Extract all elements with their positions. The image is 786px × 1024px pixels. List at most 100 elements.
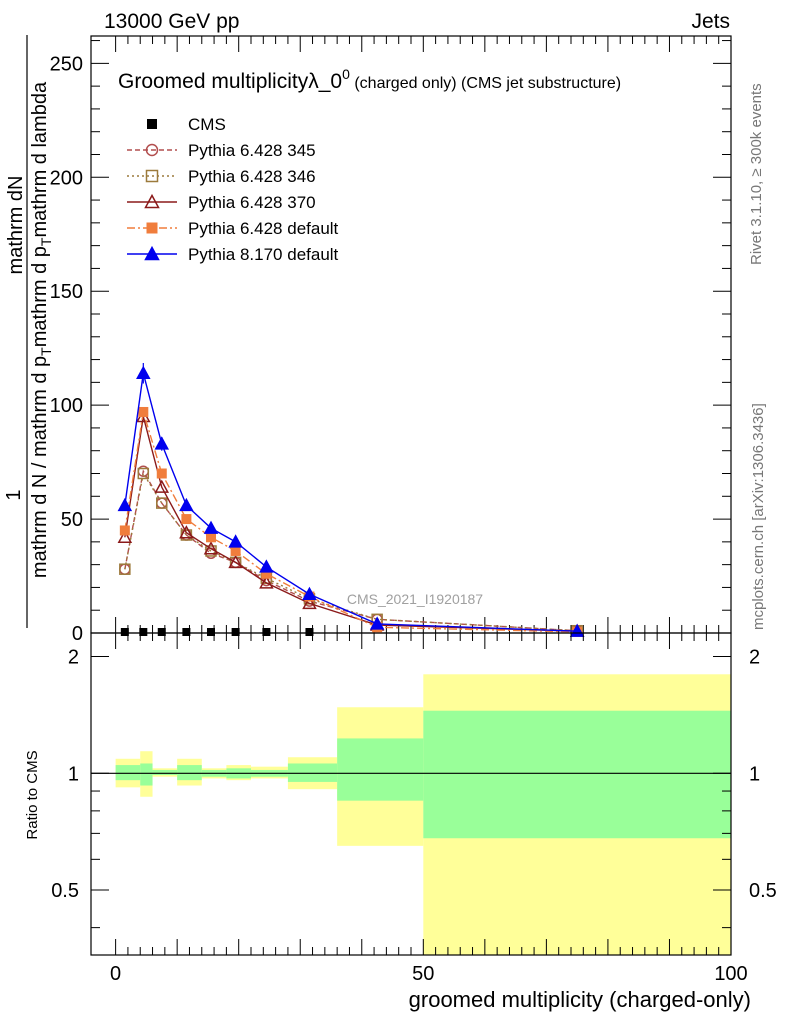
data-point: [302, 586, 317, 601]
ratio-xtick-label: 100: [714, 963, 747, 985]
series-line: [124, 416, 578, 632]
legend-marker: [145, 143, 159, 157]
data-point: [139, 628, 148, 636]
ratio-panel: 0.5 0.5 1 1 2 2 0 50 100 Ratio to CMS groomed m…: [24, 632, 777, 1012]
main-ytick-label: 200: [50, 167, 83, 189]
x-axis-label: groomed multiplicity (charged-only): [409, 987, 751, 1012]
legend-entry: Pythia 8.170 default: [127, 245, 339, 264]
series-line: [124, 469, 578, 632]
ratio-band-inner: [337, 738, 424, 801]
series-cms: [120, 628, 314, 636]
main-title-sup: 0: [342, 66, 350, 82]
data-point: [138, 406, 149, 417]
data-point: [203, 520, 219, 534]
series-pythia-8-170-default: [117, 362, 585, 637]
data-point: [262, 628, 271, 636]
main-series-layer: [117, 362, 585, 637]
main-ytick-label: 0: [72, 623, 83, 645]
ratio-bands: [115, 674, 731, 955]
data-point: [156, 497, 168, 509]
data-point: [259, 559, 274, 573]
legend-entry: Pythia 6.428 346: [127, 167, 316, 186]
ratio-band-inner: [177, 765, 202, 781]
legend-marker: [147, 119, 157, 129]
legend: CMS Pythia 6.428 345 Pythia 6.428 346 Pythi…: [127, 115, 339, 264]
data-point: [154, 479, 170, 493]
legend-marker: [144, 245, 160, 261]
legend-marker: [144, 193, 160, 209]
main-ytick-label: 250: [50, 53, 83, 75]
energy-label: 13000 GeV pp: [104, 10, 239, 33]
legend-label: Pythia 8.170 default: [188, 245, 339, 264]
ratio-ytick-label: 1: [68, 763, 79, 785]
ylabel-one: 1: [3, 489, 25, 500]
rivet-label: Rivet 3.1.10, ≥ 300k events: [748, 83, 765, 265]
data-point: [179, 525, 194, 539]
ylabel-den-a: mathrm d N / mathrm d p: [29, 356, 51, 578]
analysis-label: CMS_2021_I1920187: [347, 591, 483, 607]
ylabel-den-b: mathrm d p: [29, 246, 51, 347]
main-frame: [90, 35, 732, 634]
series-line: [124, 373, 578, 632]
main-y-label: 1 mathrm dN mathrm d N / mathrm d pTmath…: [3, 35, 54, 628]
data-point: [157, 628, 166, 636]
category-label: Jets: [691, 10, 730, 33]
data-point: [119, 563, 131, 575]
data-point: [179, 497, 194, 512]
main-ytick-label: 150: [50, 281, 83, 303]
series-line: [124, 411, 578, 633]
legend-entry: Pythia 6.428 370: [127, 193, 316, 212]
ratio-band-inner: [140, 763, 153, 786]
ylabel-den-sub2: T: [38, 237, 54, 246]
data-point: [117, 529, 133, 544]
ratio-ytick-label-right: 0.5: [749, 880, 777, 902]
main-title: Groomed multiplicityλ_00 (charged only) …: [118, 66, 621, 93]
ratio-x-axis: 0 50 100: [110, 633, 748, 985]
series-line: [124, 471, 578, 632]
ratio-ytick-label-right: 2: [749, 647, 760, 669]
data-point: [117, 497, 133, 512]
series-pythia-6-428-345: [119, 465, 583, 637]
ylabel-num-text: mathrm dN: [5, 176, 27, 275]
ratio-ytick-label: 2: [68, 647, 79, 669]
ylabel-numerator: mathrm dN: [5, 176, 27, 275]
ratio-y-label: Ratio to CMS: [24, 750, 41, 839]
ratio-xtick-label: 50: [412, 963, 434, 985]
legend-entry: Pythia 6.428 default: [127, 219, 339, 238]
data-point: [302, 595, 317, 610]
data-point: [305, 628, 314, 636]
legend-label: Pythia 6.428 345: [188, 141, 316, 160]
data-point: [207, 628, 215, 636]
data-point: [259, 575, 274, 589]
main-y-axis: 0 50 100 150 200 250: [50, 40, 731, 645]
data-point: [228, 554, 243, 569]
data-point: [228, 534, 243, 548]
ylabel-den-sub1: T: [38, 347, 54, 356]
data-point: [369, 616, 385, 630]
legend-marker: [145, 169, 159, 183]
data-point: [181, 514, 192, 525]
ratio-band-inner: [423, 710, 731, 839]
data-point: [230, 545, 241, 556]
legend-label: CMS: [188, 115, 226, 134]
data-point: [137, 467, 150, 480]
ratio-xtick-label: 0: [110, 963, 121, 985]
data-point: [231, 628, 240, 636]
ratio-band-inner: [115, 765, 141, 781]
ratio-ytick-label: 0.5: [51, 880, 79, 902]
legend-label: Pythia 6.428 346: [188, 167, 316, 186]
ratio-ytick-label-right: 1: [749, 763, 760, 785]
data-point: [119, 525, 130, 536]
legend-entry: CMS: [147, 115, 226, 134]
main-title-tail: (charged only) (CMS jet substructure): [350, 75, 621, 92]
legend-entry: Pythia 6.428 345: [127, 141, 316, 160]
main-title-text: Groomed multiplicityλ_0: [118, 70, 342, 93]
ylabel-denominator: mathrm d N / mathrm d pTmathrm d pTmathr…: [29, 81, 54, 578]
data-point: [136, 365, 151, 379]
ratio-band-inner: [152, 769, 178, 775]
data-point: [120, 628, 129, 636]
data-point: [154, 436, 170, 450]
ratio-y-axis: 0.5 0.5 1 1 2 2: [51, 647, 777, 929]
series-pythia-6-428-346: [119, 467, 583, 637]
